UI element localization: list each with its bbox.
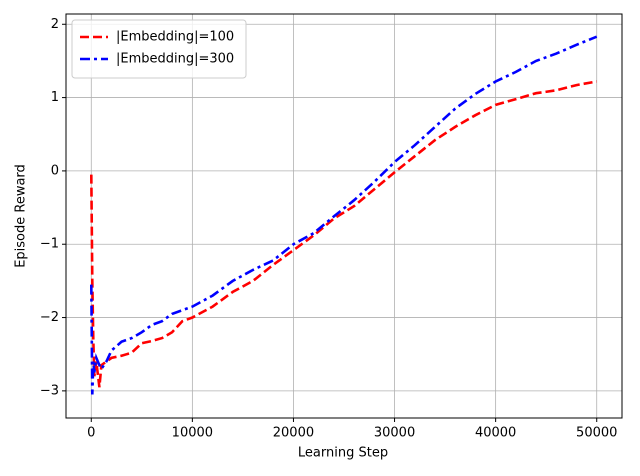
plot-frame	[65, 13, 623, 419]
y-tick-label: 0	[51, 163, 59, 178]
y-tick-label: −3	[40, 383, 59, 398]
y-tick-label: 1	[51, 90, 59, 105]
y-axis-label: Episode Reward	[14, 164, 29, 268]
x-tick-label: 0	[87, 426, 95, 441]
legend-box	[71, 19, 247, 79]
legend-label: |Embedding|=300	[116, 52, 234, 67]
y-tick-label: −1	[40, 237, 59, 252]
x-tick-label: 20000	[273, 426, 314, 441]
line-series	[90, 35, 598, 395]
y-tick-label: −2	[40, 310, 59, 325]
x-tick-label: 30000	[374, 426, 415, 441]
x-tick-label: 50000	[576, 426, 617, 441]
legend-label: |Embedding|=100	[116, 30, 234, 45]
x-tick-label: 40000	[475, 426, 516, 441]
y-tick-label: 2	[51, 17, 59, 32]
x-axis-label: Learning Step	[298, 446, 388, 461]
x-tick-label: 10000	[172, 426, 213, 441]
line-series	[90, 80, 597, 388]
